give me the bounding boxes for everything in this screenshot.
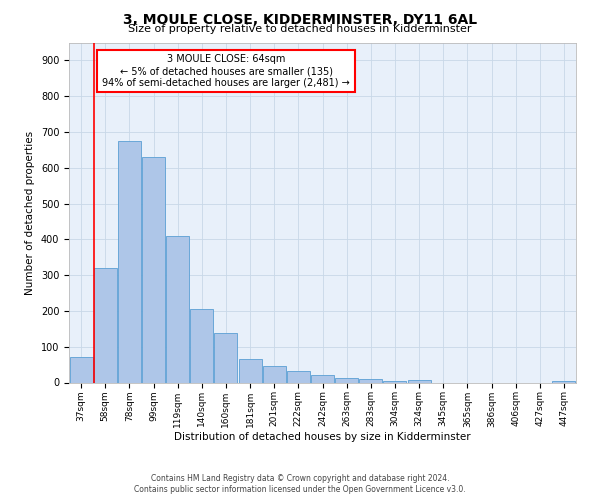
Text: Contains HM Land Registry data © Crown copyright and database right 2024.
Contai: Contains HM Land Registry data © Crown c… [134, 474, 466, 494]
Bar [335, 378, 358, 382]
Bar [263, 366, 286, 382]
X-axis label: Distribution of detached houses by size in Kidderminster: Distribution of detached houses by size … [174, 432, 471, 442]
Text: 3, MOULE CLOSE, KIDDERMINSTER, DY11 6AL: 3, MOULE CLOSE, KIDDERMINSTER, DY11 6AL [123, 12, 477, 26]
Text: Size of property relative to detached houses in Kidderminster: Size of property relative to detached ho… [128, 24, 472, 34]
Bar [94, 268, 116, 382]
Bar [214, 334, 238, 382]
Bar [359, 379, 382, 382]
Bar [142, 157, 165, 382]
Bar [553, 380, 575, 382]
Bar [287, 371, 310, 382]
Text: 3 MOULE CLOSE: 64sqm
← 5% of detached houses are smaller (135)
94% of semi-detac: 3 MOULE CLOSE: 64sqm ← 5% of detached ho… [102, 54, 350, 88]
Bar [239, 358, 262, 382]
Bar [190, 309, 213, 382]
Bar [118, 141, 141, 382]
Bar [70, 358, 92, 382]
Bar [383, 380, 406, 382]
Bar [311, 374, 334, 382]
Bar [166, 236, 189, 382]
Bar [407, 380, 431, 382]
Y-axis label: Number of detached properties: Number of detached properties [25, 130, 35, 294]
